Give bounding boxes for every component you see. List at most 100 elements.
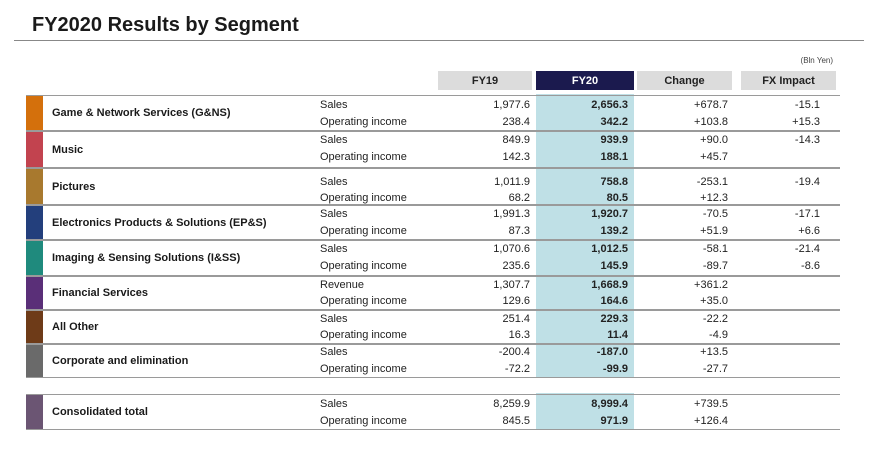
table-row: Sales 251.4 229.3 -22.2: [26, 311, 840, 328]
fy19-value: 16.3: [508, 329, 530, 341]
change-value: +12.3: [700, 192, 728, 204]
segment-name: Imaging & Sensing Solutions (I&SS): [52, 252, 241, 264]
row-divider: [26, 239, 840, 240]
segment-name: All Other: [52, 321, 99, 333]
table-row: Sales 1,070.6 1,012.5 -58.1 -21.4: [26, 241, 840, 258]
fy19-value: -200.4: [498, 346, 530, 358]
segment-block: All Other Sales 251.4 229.3 -22.2 Operating i…: [26, 310, 840, 344]
fy19-value: 1,977.6: [493, 99, 530, 111]
row-divider: [26, 205, 840, 206]
fy20-value: 188.1: [600, 151, 628, 163]
segment-color-swatch: [26, 311, 43, 343]
row-divider: [26, 275, 840, 276]
segment-color-swatch: [26, 132, 43, 167]
change-value: +103.8: [694, 116, 728, 128]
fy19-value: 87.3: [508, 225, 530, 237]
segment-name: Consolidated total: [52, 406, 148, 418]
metric-label: Sales: [320, 346, 348, 358]
change-value: -27.7: [702, 363, 728, 375]
fy20-value: 145.9: [600, 260, 628, 272]
row-divider: [26, 130, 840, 131]
table-row: Sales -200.4 -187.0 +13.5: [26, 344, 840, 361]
table-row: Sales 8,259.9 8,999.4 +739.5: [26, 396, 840, 413]
segment-name: Music: [52, 143, 84, 156]
change-value: +51.9: [700, 225, 728, 237]
row-divider: [26, 240, 840, 241]
fy19-value: 251.4: [502, 313, 530, 325]
fy20-value: 939.9: [600, 134, 628, 146]
segment-color-swatch: [26, 206, 43, 239]
fx-impact-value: +15.3: [792, 116, 820, 128]
table-row: Operating income 235.6 145.9 -89.7 -8.6: [26, 258, 840, 275]
fx-impact-value: -8.6: [801, 260, 820, 272]
change-value: -70.5: [702, 208, 728, 220]
metric-label: Operating income: [320, 151, 407, 163]
metric-label: Operating income: [320, 363, 407, 375]
table-row: Operating income 87.3 139.2 +51.9 +6.6: [26, 223, 840, 240]
metric-label: Operating income: [320, 295, 407, 307]
row-divider: [26, 276, 840, 277]
fy20-value: 1,012.5: [591, 243, 628, 255]
table-row: Operating income -72.2 -99.9 -27.7: [26, 361, 840, 378]
change-value: +126.4: [694, 415, 728, 427]
fx-impact-value: -19.4: [794, 176, 820, 188]
change-value: -89.7: [702, 260, 728, 272]
table-row: Operating income 142.3 188.1 +45.7: [26, 149, 840, 166]
change-value: +739.5: [694, 398, 728, 410]
metric-label: Operating income: [320, 415, 407, 427]
fy20-value: 164.6: [600, 295, 628, 307]
fy20-value: 2,656.3: [591, 99, 628, 111]
change-value: +361.2: [694, 279, 728, 291]
change-value: +35.0: [700, 295, 728, 307]
fy19-value: 8,259.9: [493, 398, 530, 410]
change-value: -253.1: [696, 176, 728, 188]
row-divider: [26, 167, 840, 168]
segment-name: Pictures: [52, 180, 96, 193]
metric-label: Operating income: [320, 260, 407, 272]
fy20-value: 8,999.4: [591, 398, 628, 410]
segment-block: Game & Network Services (G&NS) Sales 1,977…: [26, 95, 840, 131]
fy19-value: 129.6: [502, 295, 530, 307]
change-value: -4.9: [709, 329, 728, 341]
metric-label: Sales: [320, 134, 348, 146]
fy20-value: 80.5: [606, 192, 628, 204]
row-divider: [26, 204, 840, 205]
row-divider: [26, 95, 840, 96]
fy20-value: 11.4: [607, 329, 628, 341]
fy19-value: 1,070.6: [493, 243, 530, 255]
column-header-fx-impact: FX Impact: [741, 71, 836, 90]
table-row: Operating income 238.4 342.2 +103.8 +15.3: [26, 114, 840, 131]
segment-name: Financial Services: [52, 287, 148, 299]
table-row: Operating income 845.5 971.9 +126.4: [26, 413, 840, 430]
row-divider: [26, 309, 840, 310]
segment-color-swatch: [26, 169, 43, 204]
row-divider: [26, 343, 840, 344]
fy20-value: 139.2: [600, 225, 628, 237]
row-divider: [26, 344, 840, 345]
metric-label: Operating income: [320, 329, 407, 341]
fy20-value: 229.3: [600, 313, 628, 325]
segment-block: Music Sales 849.9 939.9 +90.0 -14.3 Operating …: [26, 131, 840, 168]
fy20-value: -187.0: [596, 346, 628, 358]
fy19-value: 142.3: [502, 151, 530, 163]
column-header-fy19: FY19: [438, 71, 532, 90]
table-row: Sales 1,011.9 758.8 -253.1 -19.4: [26, 174, 840, 191]
fy19-value: 845.5: [502, 415, 530, 427]
row-divider: [26, 394, 840, 395]
metric-label: Operating income: [320, 225, 407, 237]
table-row: Operating income 129.6 164.6 +35.0: [26, 293, 840, 310]
fy20-value: 1,668.9: [591, 279, 628, 291]
row-divider: [26, 168, 840, 169]
metric-label: Sales: [320, 176, 348, 188]
change-value: +13.5: [700, 346, 728, 358]
table-row: Operating income 68.2 80.5 +12.3: [26, 190, 840, 207]
fy19-value: 238.4: [502, 116, 530, 128]
table-row: Sales 1,991.3 1,920.7 -70.5 -17.1: [26, 206, 840, 223]
fy19-value: 68.2: [508, 192, 530, 204]
fy19-value: 235.6: [502, 260, 530, 272]
table-row: Sales 849.9 939.9 +90.0 -14.3: [26, 132, 840, 149]
change-value: +678.7: [694, 99, 728, 111]
segment-color-swatch: [26, 96, 43, 130]
metric-label: Revenue: [320, 279, 365, 291]
segment-color-swatch: [26, 345, 43, 377]
